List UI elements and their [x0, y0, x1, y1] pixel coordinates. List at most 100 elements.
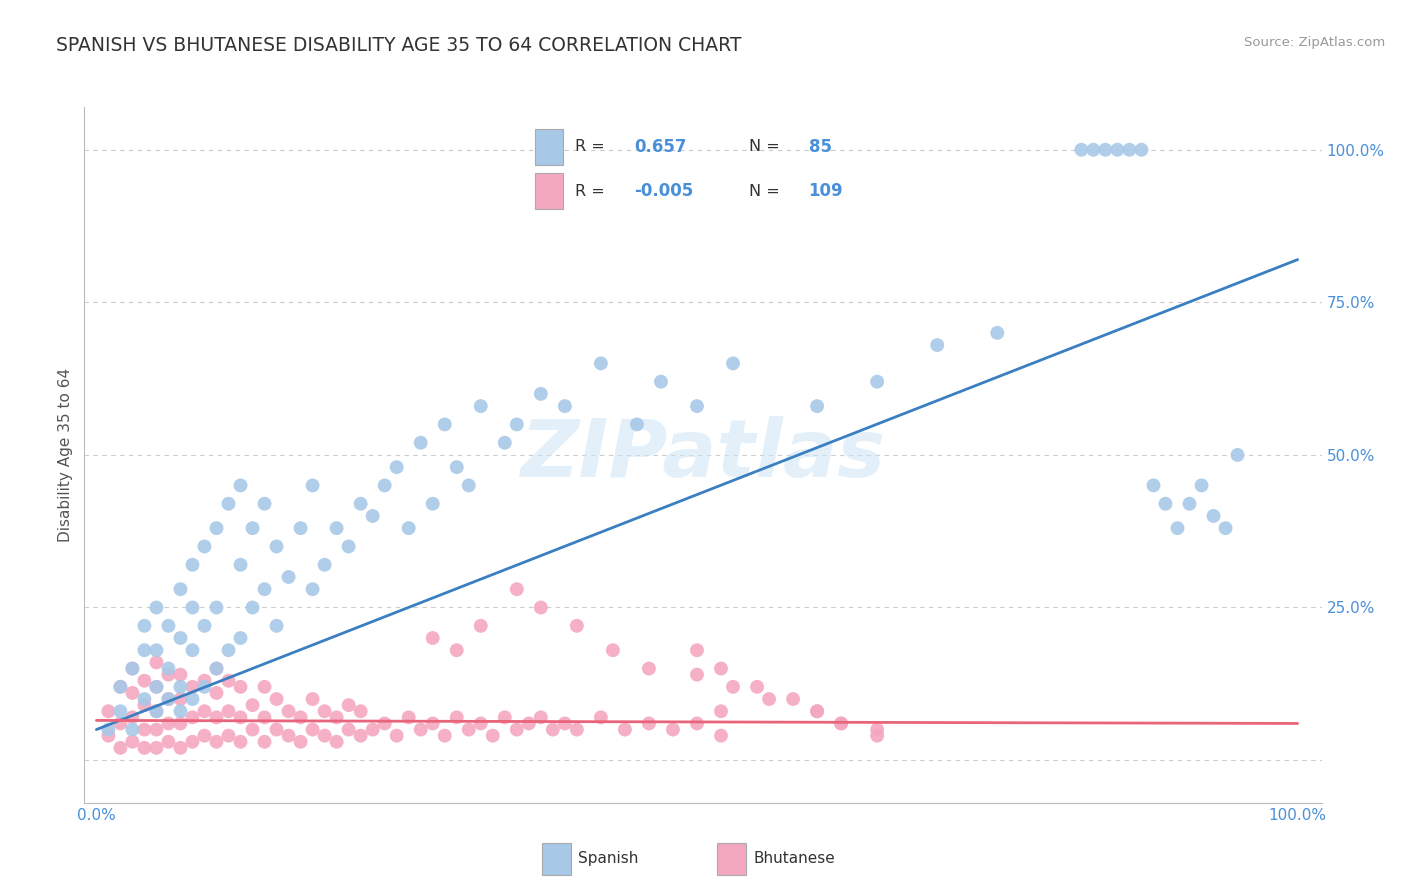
Point [638, 716, 661, 731]
Point [205, 521, 228, 535]
Point [541, 723, 564, 737]
Point [1191, 478, 1213, 492]
Point [97, 704, 120, 718]
Point [385, 460, 408, 475]
Point [145, 600, 167, 615]
Point [145, 643, 167, 657]
Point [205, 735, 228, 749]
Text: Spanish: Spanish [578, 852, 638, 866]
Text: Bhutanese: Bhutanese [754, 852, 835, 866]
Point [1154, 497, 1177, 511]
Point [422, 631, 444, 645]
Point [745, 680, 768, 694]
Point [470, 716, 492, 731]
Point [686, 399, 709, 413]
FancyBboxPatch shape [717, 844, 747, 874]
Point [337, 723, 360, 737]
Point [530, 710, 553, 724]
Point [446, 643, 468, 657]
Point [110, 740, 132, 755]
Point [193, 619, 215, 633]
Point [169, 704, 191, 718]
Point [481, 729, 503, 743]
Point [721, 680, 744, 694]
Point [242, 521, 264, 535]
Point [193, 704, 215, 718]
FancyBboxPatch shape [541, 844, 571, 874]
Point [181, 735, 204, 749]
Point [181, 680, 204, 694]
Point [229, 478, 252, 492]
Point [494, 710, 516, 724]
Point [193, 680, 215, 694]
Point [337, 540, 360, 554]
Point [446, 460, 468, 475]
Point [1070, 143, 1092, 157]
Point [1202, 508, 1225, 523]
Point [229, 710, 252, 724]
Point [121, 735, 143, 749]
Point [157, 667, 180, 681]
Point [1083, 143, 1105, 157]
Point [229, 735, 252, 749]
Point [662, 723, 685, 737]
Point [638, 661, 661, 675]
Point [205, 661, 228, 675]
Point [301, 692, 323, 706]
Point [301, 478, 323, 492]
Point [613, 723, 636, 737]
Point [350, 729, 373, 743]
Point [253, 710, 276, 724]
Point [169, 716, 191, 731]
Point [145, 680, 167, 694]
Point [205, 710, 228, 724]
Point [517, 716, 540, 731]
Point [361, 508, 384, 523]
Point [205, 661, 228, 675]
Point [1178, 497, 1201, 511]
Point [806, 704, 828, 718]
Point [398, 521, 420, 535]
Point [145, 723, 167, 737]
Point [266, 723, 288, 737]
Point [157, 716, 180, 731]
Point [927, 338, 949, 352]
Point [181, 710, 204, 724]
Point [470, 619, 492, 633]
Point [986, 326, 1008, 340]
Point [530, 600, 553, 615]
Point [193, 540, 215, 554]
Point [121, 710, 143, 724]
Point [806, 399, 828, 413]
Point [350, 497, 373, 511]
Point [253, 735, 276, 749]
Point [314, 729, 336, 743]
Point [686, 643, 709, 657]
Point [626, 417, 648, 432]
Point [229, 680, 252, 694]
Point [169, 740, 191, 755]
Point [866, 723, 889, 737]
Point [1130, 143, 1153, 157]
Point [554, 399, 576, 413]
Point [181, 558, 204, 572]
Point [1118, 143, 1140, 157]
Point [361, 723, 384, 737]
Point [145, 704, 167, 718]
Y-axis label: Disability Age 35 to 64: Disability Age 35 to 64 [58, 368, 73, 542]
Point [602, 643, 624, 657]
Point [218, 704, 240, 718]
Point [506, 723, 529, 737]
Point [242, 723, 264, 737]
Text: ZIPatlas: ZIPatlas [520, 416, 886, 494]
Point [554, 716, 576, 731]
Point [218, 673, 240, 688]
Point [350, 704, 373, 718]
Point [157, 692, 180, 706]
Point [134, 740, 156, 755]
Point [686, 716, 709, 731]
Point [290, 521, 312, 535]
Point [110, 680, 132, 694]
Point [121, 661, 143, 675]
Point [134, 673, 156, 688]
